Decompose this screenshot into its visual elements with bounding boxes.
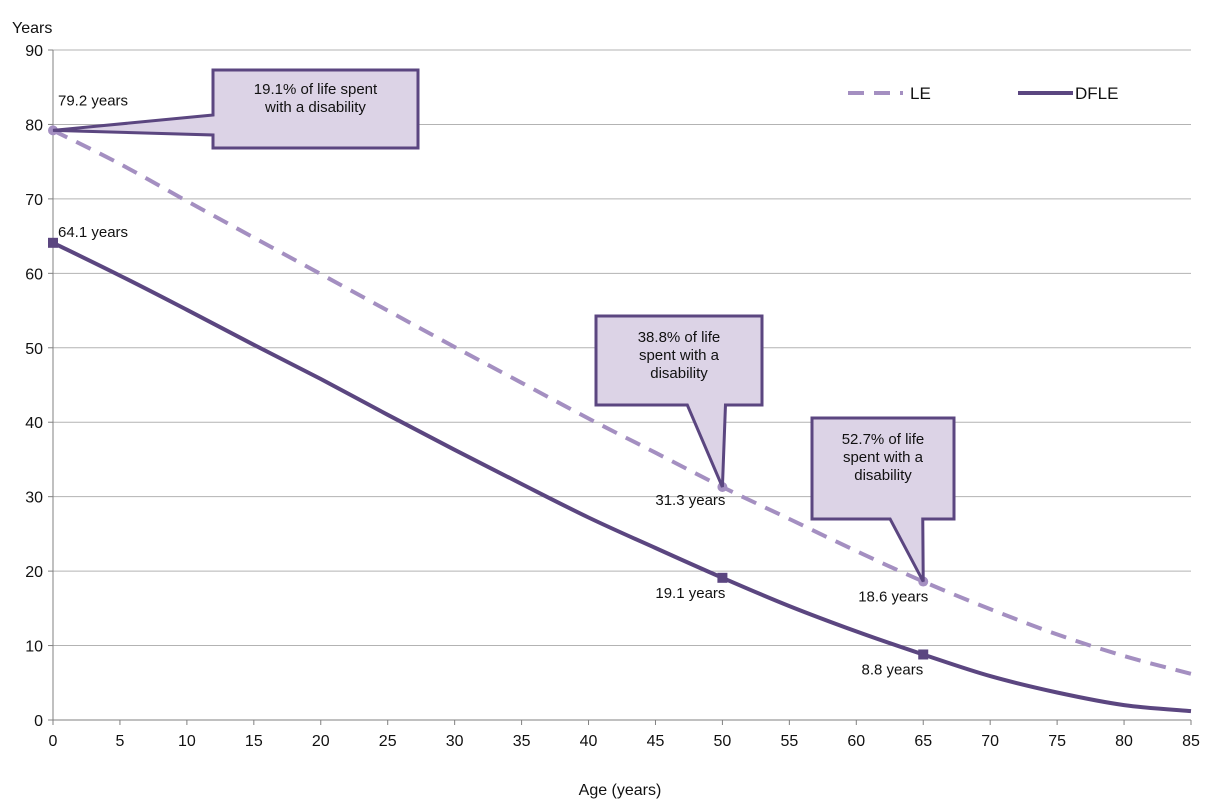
- series-lines: [52, 128, 1192, 714]
- legend-label-le: LE: [910, 84, 931, 103]
- x-tick-label-80: 80: [1115, 733, 1133, 750]
- y-axis-title: Years: [12, 20, 52, 37]
- x-tick-label-10: 10: [178, 733, 196, 750]
- callout-box-65: [810, 416, 956, 583]
- y-tick-label-20: 20: [25, 564, 43, 581]
- marker-dfle-65: [918, 649, 929, 660]
- y-tick-label-40: 40: [25, 415, 43, 432]
- x-tick-label-20: 20: [312, 733, 330, 750]
- marker-dfle-50: [717, 572, 728, 583]
- x-tick-label-85: 85: [1182, 733, 1200, 750]
- callout-text-0-line-1: 19.1% of life spent: [254, 81, 378, 98]
- callout-text-50-line-1: 38.8% of life: [638, 329, 721, 346]
- x-tick-label-25: 25: [379, 733, 397, 750]
- callout-text-65-line-2: spent with a: [843, 449, 924, 466]
- callout-text-65-line-1: 52.7% of life: [842, 431, 925, 448]
- series-line-le: [52, 128, 1192, 676]
- x-tick-label-75: 75: [1048, 733, 1066, 750]
- legend-label-dfle: DFLE: [1075, 84, 1118, 103]
- data-label-le-0: 79.2 years: [58, 92, 128, 109]
- marker-dfle-0: [48, 237, 58, 248]
- x-tick-label-65: 65: [914, 733, 932, 750]
- x-tick-label-45: 45: [647, 733, 665, 750]
- callout-text-65-line-3: disability: [854, 467, 912, 484]
- x-tick-label-35: 35: [513, 733, 531, 750]
- x-tick-label-50: 50: [714, 733, 732, 750]
- y-tick-label-90: 90: [25, 43, 43, 60]
- y-tick-label-10: 10: [25, 639, 43, 656]
- data-label-dfle-65: 8.8 years: [862, 661, 924, 678]
- x-tick-label-40: 40: [580, 733, 598, 750]
- data-labels: 79.2 years 64.1 years 31.3 years 19.1 years…: [58, 92, 928, 678]
- x-tick-label-5: 5: [115, 733, 124, 750]
- data-label-le-50: 31.3 years: [655, 492, 725, 509]
- x-tick-label-0: 0: [49, 733, 58, 750]
- legend: LE DFLE: [848, 84, 1118, 103]
- series-line-dfle: [52, 241, 1192, 714]
- data-label-le-65: 18.6 years: [858, 589, 928, 606]
- y-tick-label-0: 0: [34, 713, 43, 730]
- axes: 0 10 20 30 40 50 60 70 80 90 0 5 10 15 20 25 30 35 40 45 50 5…: [25, 43, 1200, 750]
- x-axis-title: Age (years): [579, 782, 662, 799]
- x-tick-label-60: 60: [847, 733, 865, 750]
- callout-text-50-line-3: disability: [650, 365, 708, 382]
- callout-text-50-line-2: spent with a: [639, 347, 720, 364]
- x-tick-label-70: 70: [981, 733, 999, 750]
- data-label-dfle-50: 19.1 years: [655, 585, 725, 602]
- data-label-dfle-0: 64.1 years: [58, 224, 128, 241]
- callout-text-0-line-2: with a disability: [264, 99, 366, 116]
- series-markers: [48, 125, 929, 660]
- x-tick-label-55: 55: [780, 733, 798, 750]
- y-tick-label-30: 30: [25, 490, 43, 507]
- callout-box-50: [594, 314, 764, 488]
- y-tick-label-80: 80: [25, 117, 43, 134]
- y-tick-label-60: 60: [25, 266, 43, 283]
- y-tick-label-50: 50: [25, 341, 43, 358]
- x-tick-label-15: 15: [245, 733, 263, 750]
- x-tick-label-30: 30: [446, 733, 464, 750]
- callout-box-0: [52, 68, 420, 150]
- y-tick-label-70: 70: [25, 192, 43, 209]
